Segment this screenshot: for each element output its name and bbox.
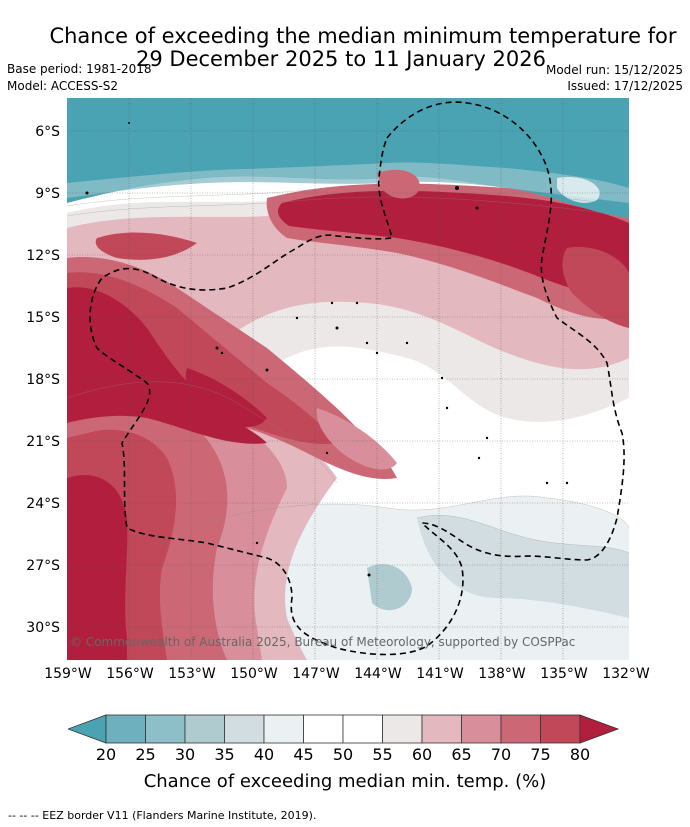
colorbar-segment (105, 714, 146, 744)
colorbar-tick-label: 80 (569, 745, 591, 764)
lon-tick: 144°W (354, 666, 402, 682)
colorbar-tick-label: 60 (411, 745, 433, 764)
colorbar-tick-label: 70 (490, 745, 512, 764)
colorbar-min-arrow (68, 714, 107, 744)
issued-date: Issued: 17/12/2025 (567, 79, 683, 93)
colorbar-tick-label: 65 (451, 745, 472, 764)
probability-field (67, 98, 629, 660)
colorbar-tick-label: 75 (530, 745, 551, 764)
colorbar-segment (461, 714, 502, 744)
lat-tick: 6°S (35, 124, 60, 140)
colorbar-tick-label: 35 (214, 745, 235, 764)
eez-border (89, 101, 625, 656)
lon-tick: 153°W (168, 666, 216, 682)
colorbar-tick-label: 40 (253, 745, 275, 764)
lat-tick: 12°S (26, 248, 60, 264)
colorbar-max-arrow (579, 714, 620, 744)
colorbar-tick-label: 25 (135, 745, 156, 764)
lon-tick: 159°W (44, 666, 92, 682)
colorbar-segment (145, 714, 186, 744)
lon-tick: 150°W (230, 666, 278, 682)
map-title-line2: 29 December 2025 to 11 January 2026 (136, 47, 546, 71)
colorbar-segment (500, 714, 541, 744)
colorbar-segment (224, 714, 265, 744)
lon-tick: 135°W (540, 666, 588, 682)
lat-tick: 30°S (26, 620, 60, 636)
lat-tick: 9°S (35, 186, 60, 202)
lon-tick: 132°W (602, 666, 650, 682)
colorbar-tick-label: 55 (372, 745, 393, 764)
colorbar-title: Chance of exceeding median min. temp. (%… (143, 771, 547, 792)
lon-tick: 156°W (106, 666, 154, 682)
map-title-line1: Chance of exceeding the median minimum t… (49, 24, 677, 48)
colorbar-segment (184, 714, 225, 744)
eez-footnote: -- -- -- EEZ border V11 (Flanders Marine… (8, 809, 317, 822)
forecast-map: © Commonwealth of Australia 2025, Bureau… (67, 98, 629, 660)
base-period: Base period: 1981-2018 (7, 62, 152, 76)
copyright-notice: © Commonwealth of Australia 2025, Bureau… (70, 635, 576, 649)
lat-tick: 18°S (26, 372, 60, 388)
lat-tick: 21°S (26, 434, 60, 450)
colorbar-segment (303, 714, 344, 744)
colorbar-segment (382, 714, 423, 744)
lon-tick: 141°W (416, 666, 464, 682)
colorbar-segment (342, 714, 383, 744)
colorbar-tick-label: 30 (174, 745, 196, 764)
model-name: Model: ACCESS-S2 (7, 79, 119, 93)
model-run: Model run: 15/12/2025 (545, 63, 683, 77)
lon-tick: 138°W (478, 666, 526, 682)
lat-tick: 24°S (26, 496, 60, 512)
lon-tick: 147°W (292, 666, 340, 682)
colorbar-segment (263, 714, 304, 744)
colorbar-tick-label: 45 (293, 745, 314, 764)
colorbar-tick-label: 20 (95, 745, 117, 764)
lat-tick: 15°S (26, 310, 60, 326)
colorbar-segments (68, 714, 620, 744)
islands (85, 122, 569, 577)
colorbar-segment (421, 714, 462, 744)
lat-tick: 27°S (26, 558, 60, 574)
colorbar-tick-label: 50 (332, 745, 354, 764)
colorbar-segment (540, 714, 581, 744)
colorbar (68, 714, 620, 744)
forecast-map-svg (67, 98, 629, 660)
